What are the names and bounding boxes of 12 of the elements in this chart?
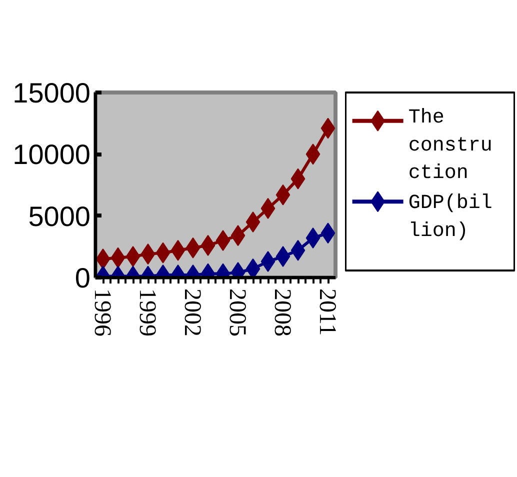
y-tick-label: 15000 bbox=[12, 78, 91, 108]
x-tick-label: 1999 bbox=[134, 288, 160, 336]
y-tick-label: 0 bbox=[74, 262, 91, 294]
x-tick-label: 2005 bbox=[224, 288, 250, 336]
x-tick-label: 2008 bbox=[269, 288, 295, 336]
legend-label: GDP(billion) bbox=[408, 192, 492, 243]
x-tick-label: 2011 bbox=[314, 288, 340, 336]
y-tick-label: 10000 bbox=[12, 139, 91, 170]
x-tick-label: 2002 bbox=[179, 288, 205, 336]
x-tick-label: 1996 bbox=[89, 288, 115, 336]
y-tick-label: 5000 bbox=[28, 200, 91, 232]
legend-label: The construction bbox=[408, 106, 492, 185]
